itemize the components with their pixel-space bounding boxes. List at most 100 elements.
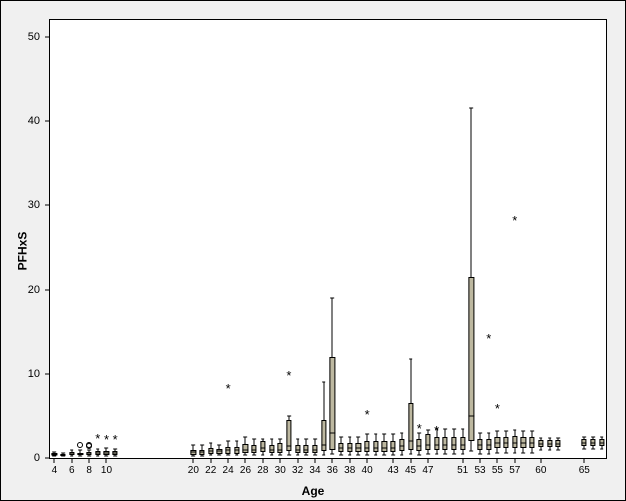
whisker-cap: [487, 432, 491, 433]
x-tick-label: 34: [309, 465, 320, 476]
x-tick-label: 36: [327, 465, 338, 476]
box-median: [113, 452, 118, 453]
whisker-cap: [313, 438, 317, 439]
box-whisker: [471, 108, 472, 276]
whisker-cap: [426, 453, 430, 454]
whisker-cap: [105, 456, 109, 457]
whisker-cap: [296, 455, 300, 456]
whisker-cap: [548, 437, 552, 438]
x-tick-mark: [410, 458, 411, 463]
whisker-cap: [383, 434, 387, 435]
whisker-cap: [209, 455, 213, 456]
box-median: [469, 415, 474, 416]
box-median: [52, 454, 57, 455]
whisker-cap: [79, 450, 83, 451]
box-median: [304, 449, 309, 450]
whisker-cap: [400, 432, 404, 433]
box-whisker: [480, 433, 481, 440]
outlier-circle: [77, 442, 83, 448]
whisker-cap: [504, 431, 508, 432]
x-tick-mark: [297, 458, 298, 463]
box-median: [503, 442, 508, 443]
whisker-cap: [548, 449, 552, 450]
whisker-cap: [443, 453, 447, 454]
box-whisker: [471, 441, 472, 451]
whisker-cap: [96, 448, 100, 449]
box-whisker: [393, 434, 394, 441]
x-tick-label: 10: [101, 465, 112, 476]
box-median: [486, 445, 491, 446]
x-tick-label: 4: [52, 465, 58, 476]
box-whisker: [410, 359, 411, 404]
x-tick-mark: [427, 458, 428, 463]
whisker-cap: [470, 451, 474, 452]
whisker-cap: [530, 431, 534, 432]
box-median: [217, 451, 222, 452]
whisker-cap: [530, 452, 534, 453]
whisker-cap: [226, 441, 230, 442]
whisker-cap: [556, 449, 560, 450]
outlier-star: *: [103, 435, 111, 448]
whisker-cap: [244, 455, 248, 456]
box-median: [556, 443, 561, 444]
box-median: [243, 449, 248, 450]
outlier-star: *: [94, 434, 102, 447]
x-tick-mark: [210, 458, 211, 463]
box-body: [469, 277, 474, 441]
whisker-cap: [504, 452, 508, 453]
x-tick-mark: [280, 458, 281, 463]
whisker-cap: [252, 455, 256, 456]
whisker-cap: [426, 430, 430, 431]
box-median: [208, 451, 213, 452]
whisker-cap: [209, 442, 213, 443]
whisker-cap: [365, 454, 369, 455]
whisker-cap: [461, 453, 465, 454]
box-median: [417, 446, 422, 447]
box-median: [512, 442, 517, 443]
x-tick-label: 43: [388, 465, 399, 476]
x-tick-mark: [314, 458, 315, 463]
whisker-cap: [513, 452, 517, 453]
whisker-cap: [192, 445, 196, 446]
whisker-cap: [496, 431, 500, 432]
x-tick-mark: [497, 458, 498, 463]
x-tick-mark: [54, 458, 55, 463]
x-tick-label: 32: [292, 465, 303, 476]
y-tick-mark: [45, 36, 50, 37]
box-median: [347, 447, 352, 448]
whisker-cap: [461, 428, 465, 429]
whisker-cap: [53, 456, 57, 457]
x-tick-label: 24: [223, 465, 234, 476]
x-tick-label: 55: [492, 465, 503, 476]
y-tick-label: 10: [28, 368, 40, 380]
whisker-cap: [200, 445, 204, 446]
outlier-star: *: [415, 424, 423, 437]
whisker-cap: [417, 454, 421, 455]
x-tick-mark: [393, 458, 394, 463]
whisker-cap: [244, 436, 248, 437]
box-median: [399, 446, 404, 447]
whisker-cap: [470, 108, 474, 109]
box-body: [451, 437, 456, 450]
box-body: [425, 434, 430, 449]
whisker-cap: [287, 415, 291, 416]
y-axis-label: PFHxS: [15, 231, 29, 270]
box-median: [252, 449, 257, 450]
whisker-cap: [348, 454, 352, 455]
box-median: [191, 452, 196, 453]
whisker-cap: [235, 441, 239, 442]
whisker-cap: [374, 434, 378, 435]
box-median: [364, 447, 369, 448]
box-median: [86, 453, 91, 454]
box-median: [69, 453, 74, 454]
whisker-cap: [70, 456, 74, 457]
outlier-star: *: [111, 435, 119, 448]
y-tick-label: 30: [28, 199, 40, 211]
whisker-cap: [409, 358, 413, 359]
whisker-cap: [556, 437, 560, 438]
box-whisker: [375, 434, 376, 441]
whisker-cap: [70, 449, 74, 450]
whisker-cap: [278, 439, 282, 440]
x-tick-mark: [71, 458, 72, 463]
box-whisker: [323, 382, 324, 420]
